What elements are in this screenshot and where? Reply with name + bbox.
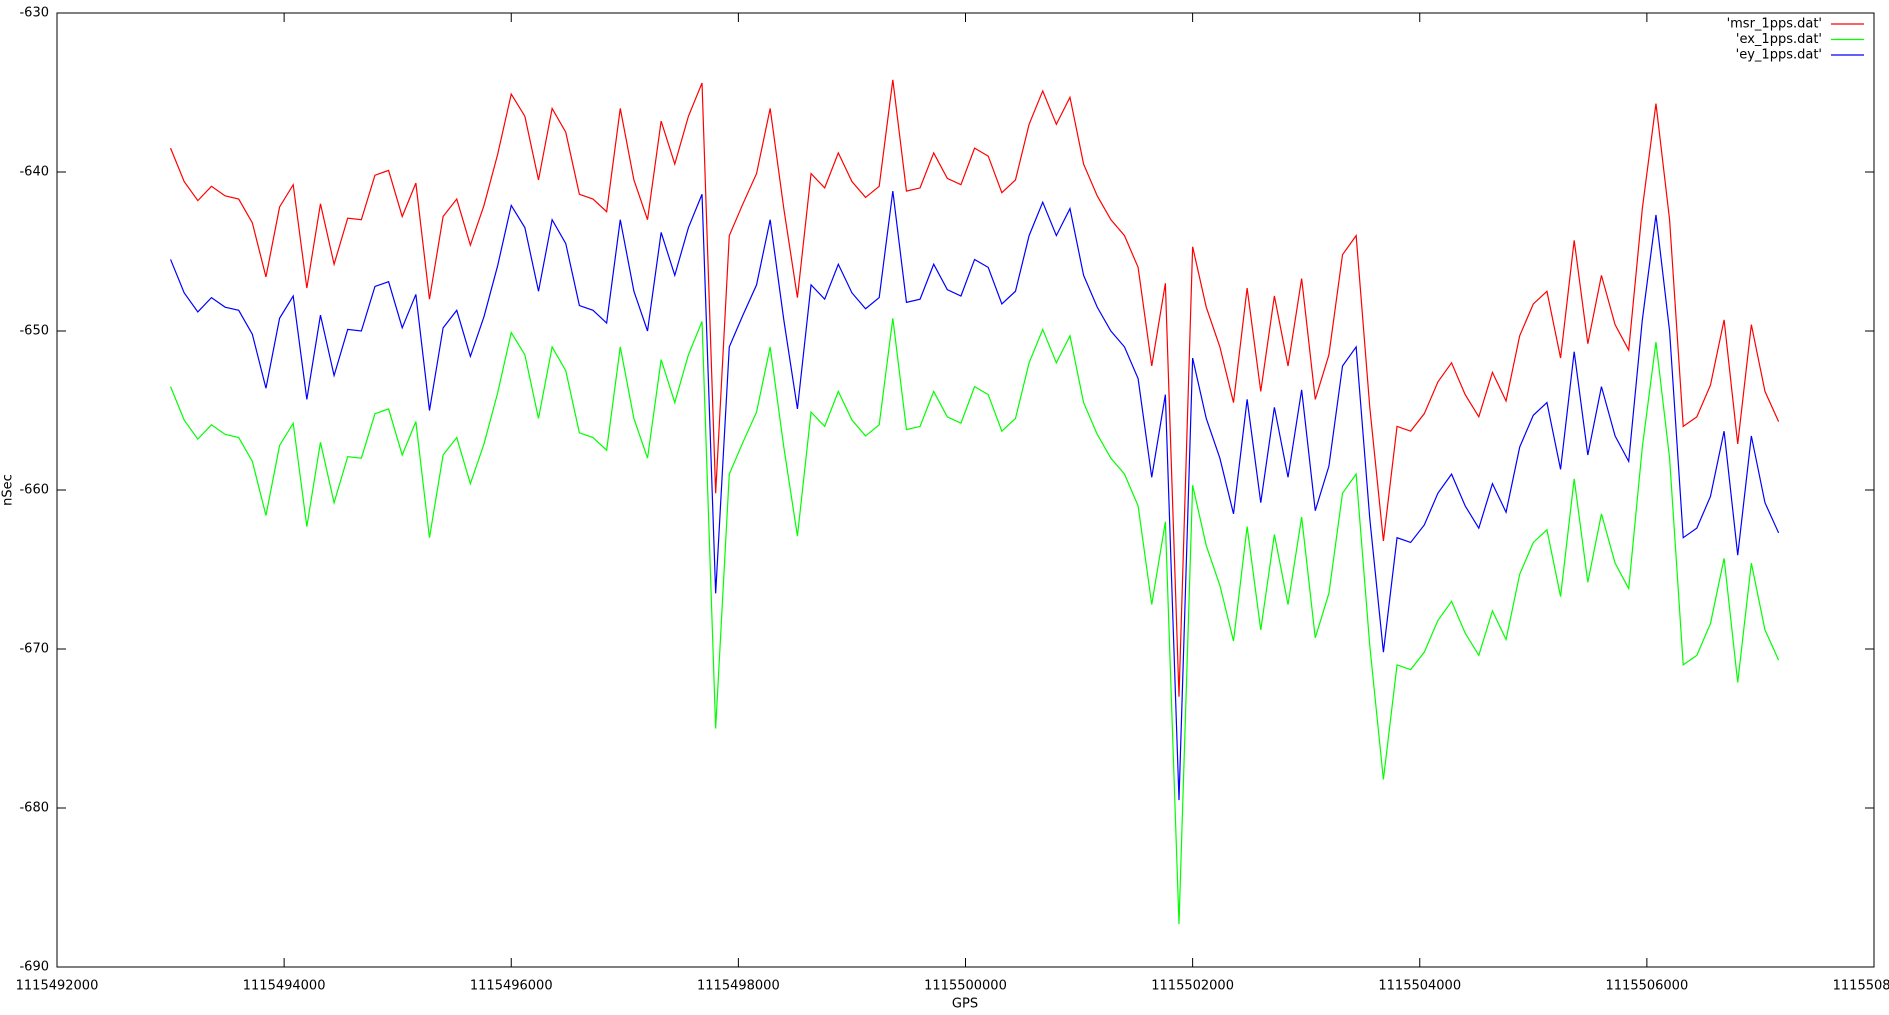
x-tick-label: 1115502000 — [1151, 979, 1234, 994]
x-tick-label: 1115492000 — [16, 979, 99, 994]
x-tick-label: 1115508000 — [1833, 979, 1889, 994]
x-axis-label: GPS — [952, 997, 978, 1012]
x-tick-label: 1115500000 — [924, 979, 1007, 994]
y-axis-label: nSec — [1, 474, 16, 506]
y-tick-label: -670 — [19, 642, 49, 657]
y-tick-label: -660 — [19, 483, 49, 498]
series-line — [170, 318, 1780, 925]
y-tick-label: -640 — [19, 165, 49, 180]
legend-label: 'ex_1pps.dat' — [1736, 32, 1822, 47]
y-tick-label: -680 — [19, 801, 49, 816]
x-tick-label: 1115494000 — [243, 979, 326, 994]
y-tick-label: -630 — [19, 6, 49, 21]
legend-label: 'ey_1pps.dat' — [1736, 48, 1822, 63]
y-tick-label: -690 — [19, 960, 49, 975]
x-tick-label: 1115504000 — [1378, 979, 1461, 994]
legend-label: 'msr_1pps.dat' — [1727, 17, 1822, 32]
series-line — [170, 79, 1780, 697]
x-tick-label: 1115496000 — [470, 979, 553, 994]
x-tick-label: 1115506000 — [1606, 979, 1689, 994]
y-tick-label: -650 — [19, 324, 49, 339]
x-tick-label: 1115498000 — [697, 979, 780, 994]
plot-frame — [56, 12, 1875, 968]
series-line — [170, 191, 1780, 801]
